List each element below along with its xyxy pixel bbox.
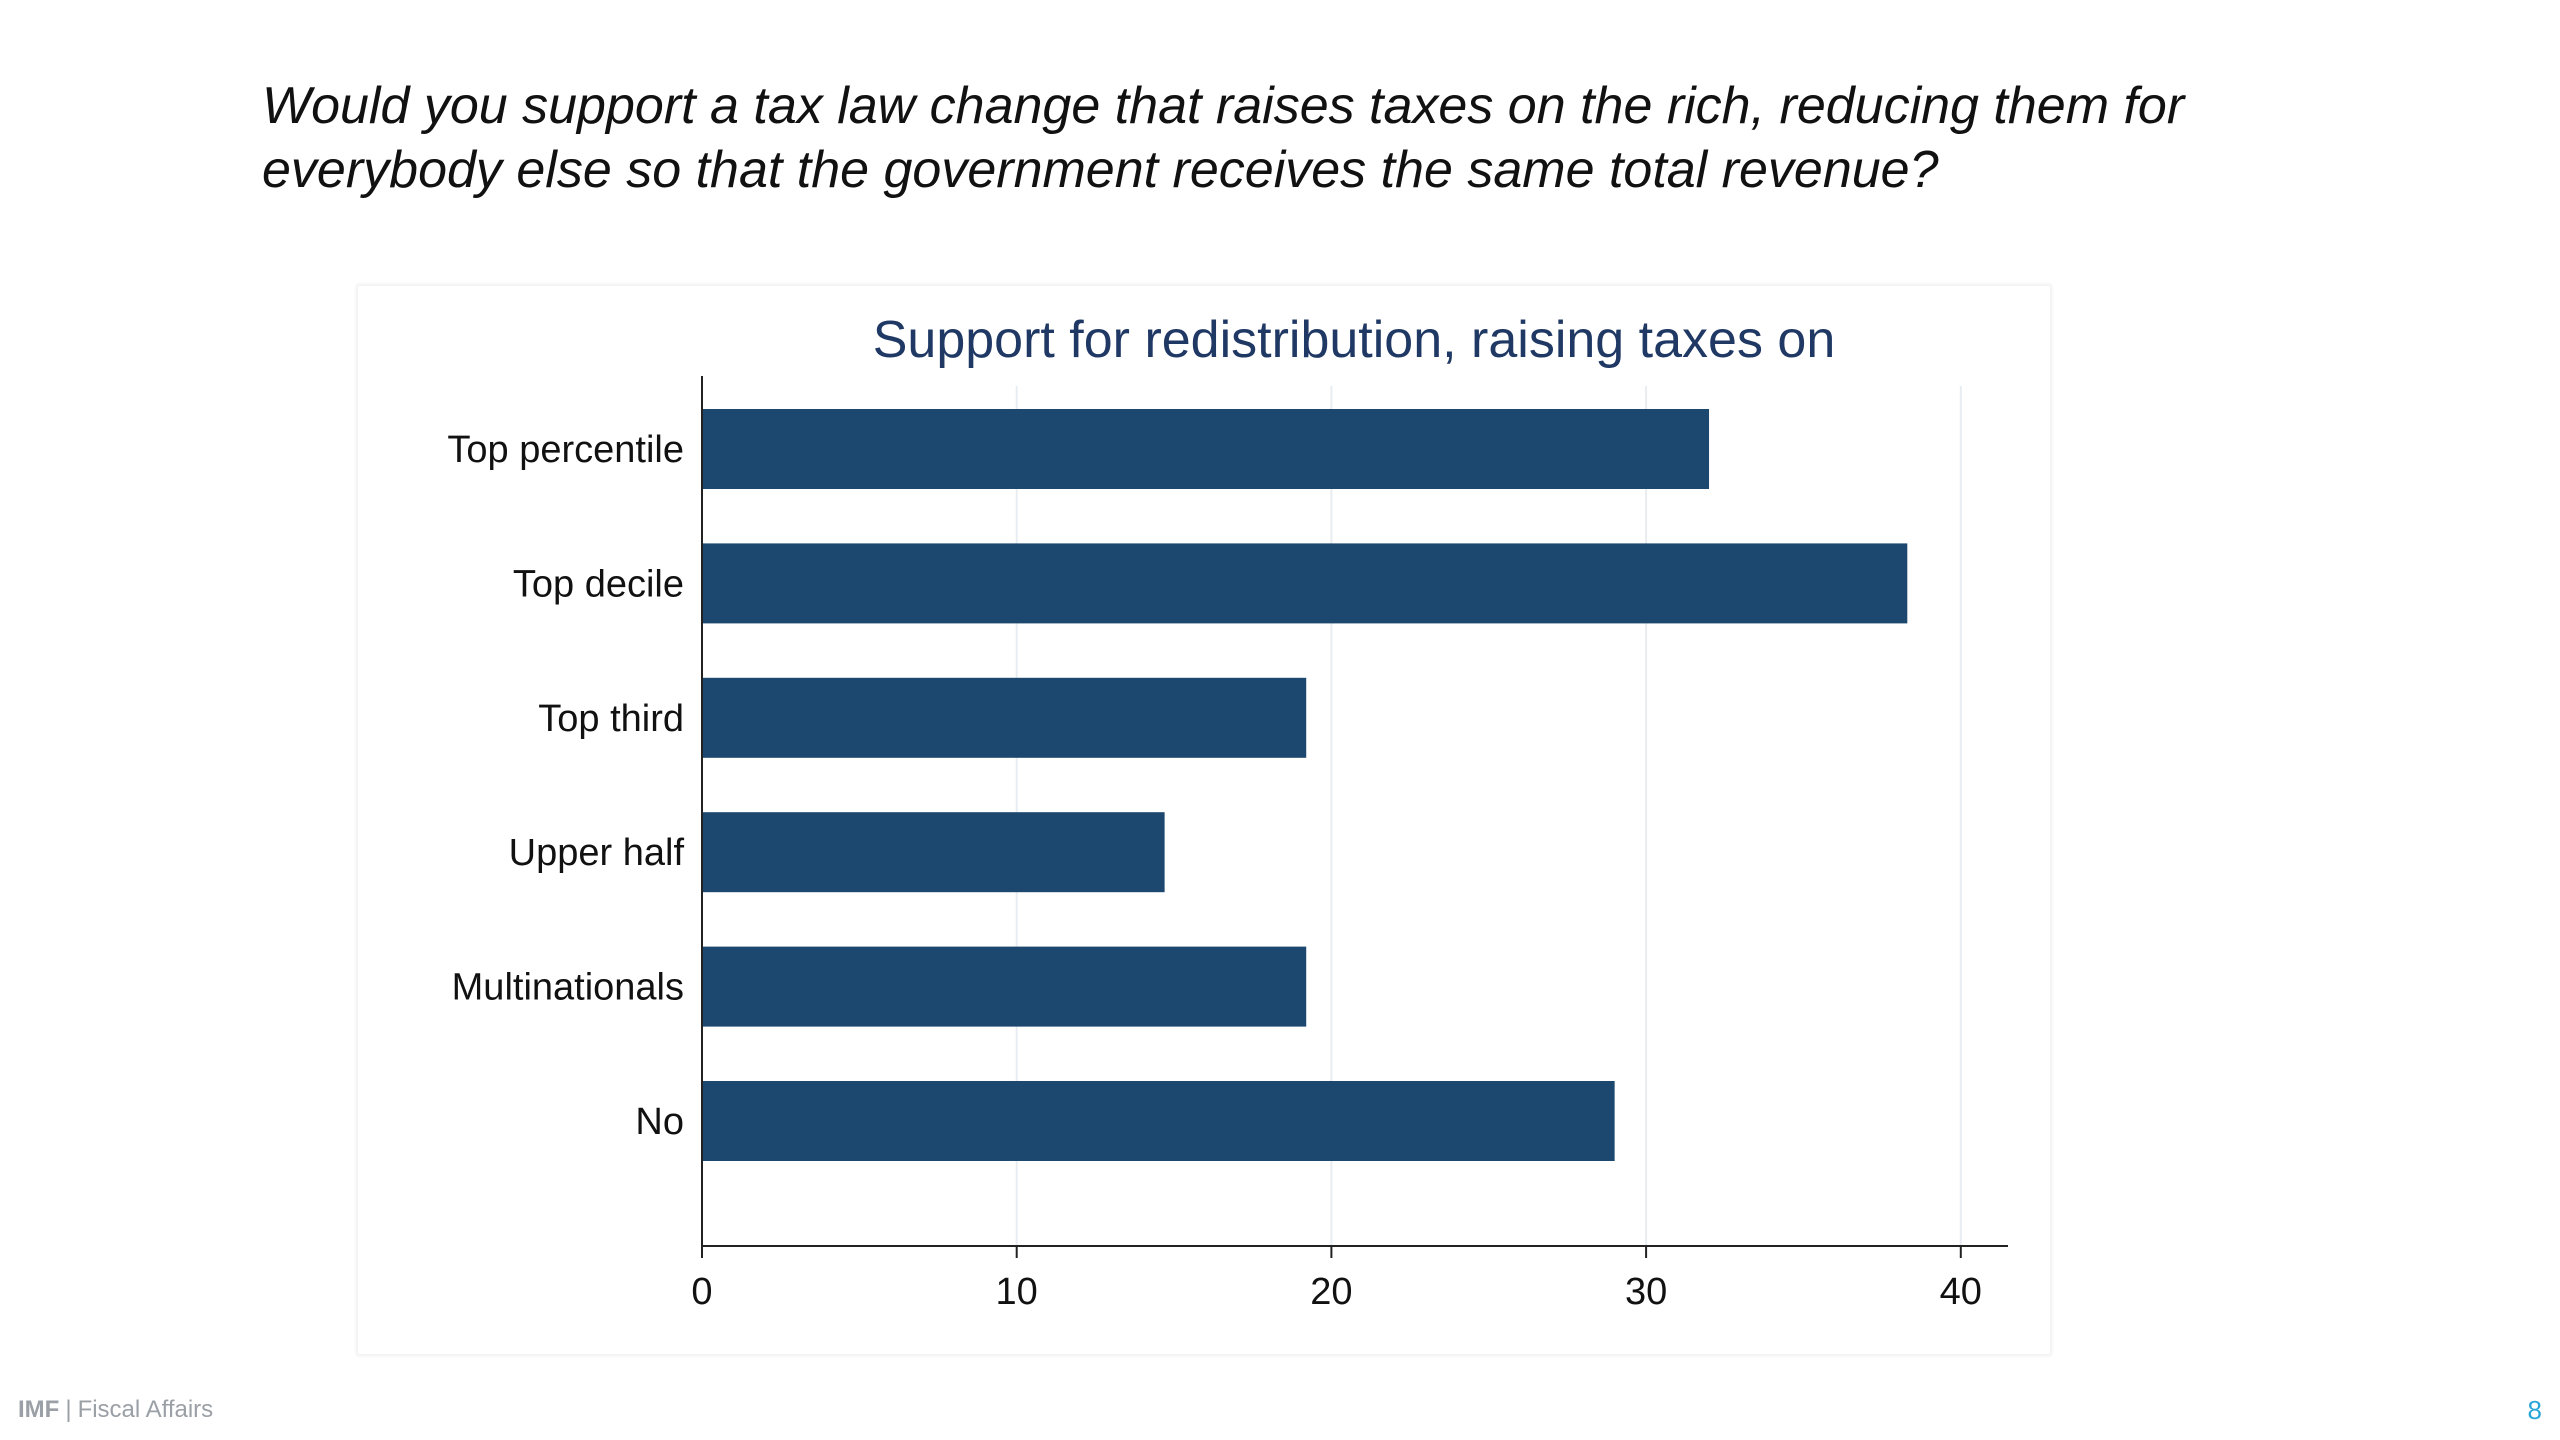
chart-panel: Support for redistribution, raising taxe… (357, 285, 2051, 1355)
chart-title: Support for redistribution, raising taxe… (873, 311, 1836, 369)
category-label: No (635, 1101, 684, 1143)
page-number: 8 (2527, 1395, 2542, 1425)
x-tick-label: 30 (1625, 1271, 1667, 1313)
bar-top-third (702, 677, 1307, 758)
labels: Support for redistribution, raising taxe… (447, 311, 1982, 1313)
bars (702, 409, 1908, 1161)
bar-upper-half (702, 812, 1165, 893)
bar-no (702, 1081, 1615, 1161)
x-tick-label: 10 (996, 1271, 1038, 1313)
footer-org: IMF (18, 1396, 60, 1423)
category-label: Upper half (509, 832, 685, 874)
footer-department: Fiscal Affairs (77, 1396, 214, 1423)
x-tick-label: 40 (1940, 1271, 1982, 1313)
category-label: Top decile (513, 563, 684, 605)
bar-top-percentile (702, 409, 1710, 489)
slide-question: Would you support a tax law change that … (262, 77, 2185, 199)
footer-separator: | (65, 1396, 72, 1423)
bar-chart: Support for redistribution, raising taxe… (447, 311, 2008, 1313)
x-tick-label: 20 (1310, 1271, 1352, 1313)
category-label: Multinationals (452, 967, 684, 1009)
bar-multinationals (702, 946, 1307, 1027)
category-label: Top percentile (447, 429, 684, 471)
x-tick-label: 0 (691, 1271, 712, 1313)
axes (701, 376, 2008, 1258)
bar-top-decile (702, 543, 1908, 624)
footer-brand: IMF | Fiscal Affairs (18, 1396, 213, 1424)
category-label: Top third (538, 698, 684, 740)
